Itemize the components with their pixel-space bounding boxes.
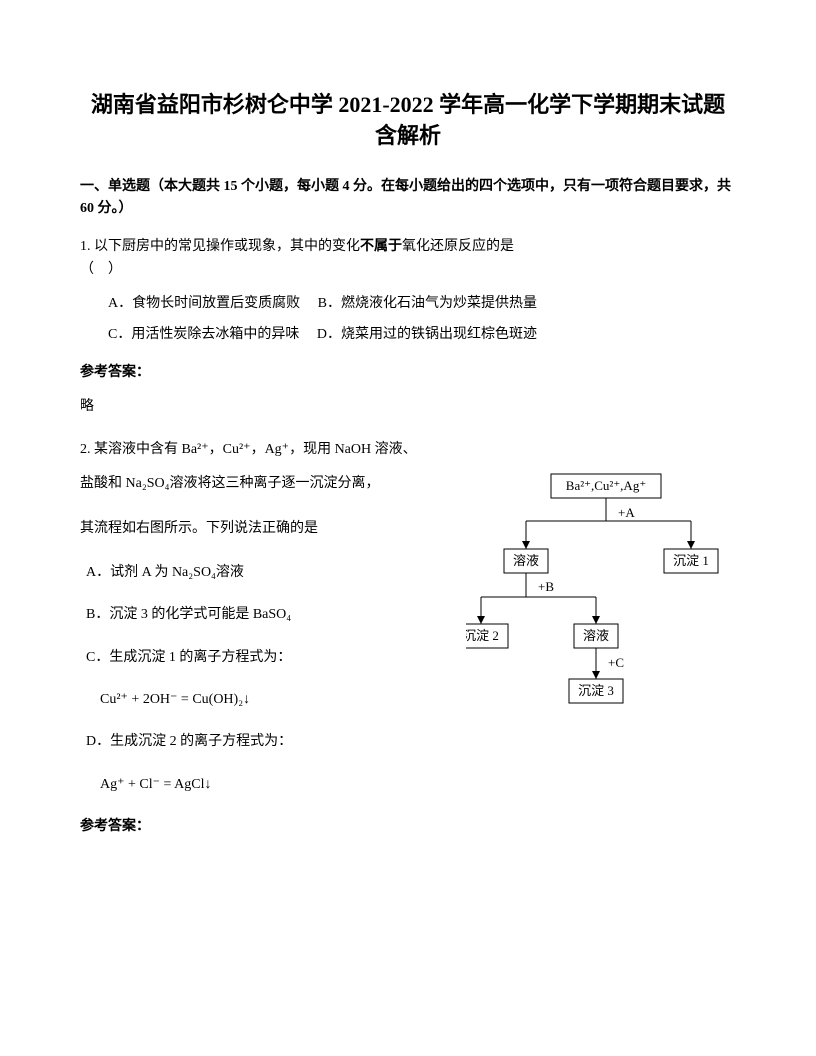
q1-bold: 不属于 bbox=[360, 239, 402, 254]
q2-formula-d: Ag⁺ + Cl⁻ = AgCl↓ bbox=[80, 774, 410, 796]
flowchart-label-c: +C bbox=[608, 655, 624, 670]
q2-answer-label: 参考答案： bbox=[80, 816, 736, 838]
q1-answer: 略 bbox=[80, 396, 736, 418]
question-2: 2. 某溶液中含有 Ba²⁺，Cu²⁺，Ag⁺，现用 NaOH 溶液、 盐酸和 … bbox=[80, 439, 736, 797]
flowchart-precip1-text: 沉淀 1 bbox=[673, 553, 709, 568]
q1-options-row1: A．食物长时间放置后变质腐败 B．燃烧液化石油气为炒菜提供热量 bbox=[80, 293, 736, 315]
flowchart-precip2-text: 沉淀 2 bbox=[466, 628, 499, 643]
q1-blank: （ ） bbox=[80, 259, 736, 281]
q2-option-d: D．生成沉淀 2 的离子方程式为： bbox=[80, 731, 410, 753]
q1-options-row2: C．用活性炭除去冰箱中的异味 D．烧菜用过的铁锅出现红棕色斑迹 bbox=[80, 324, 736, 346]
flowchart-top-text: Ba²⁺,Cu²⁺,Ag⁺ bbox=[566, 478, 646, 493]
question-1: 1. 以下厨房中的常见操作或现象，其中的变化不属于氧化还原反应的是 （ ） A．… bbox=[80, 236, 736, 346]
q2-intro: 2. 某溶液中含有 Ba²⁺，Cu²⁺，Ag⁺，现用 NaOH 溶液、 bbox=[80, 439, 736, 461]
q1-option-c: C．用活性炭除去冰箱中的异味 bbox=[108, 327, 299, 342]
q2-option-b: B．沉淀 3 的化学式可能是 BaSO₄ bbox=[80, 604, 410, 626]
q1-option-d: D．烧菜用过的铁锅出现红棕色斑迹 bbox=[317, 327, 537, 342]
flowchart-solution2-text: 溶液 bbox=[583, 628, 609, 643]
q2-option-a: A．试剂 A 为 Na₂SO₄溶液 bbox=[80, 562, 410, 584]
flowchart-diagram: Ba²⁺,Cu²⁺,Ag⁺ +A 溶液 沉淀 1 +B 沉淀 2 bbox=[466, 469, 746, 729]
q2-formula-c: Cu²⁺ + 2OH⁻ = Cu(OH)₂↓ bbox=[80, 689, 410, 711]
q2-line2: 盐酸和 Na₂SO₄溶液将这三种离子逐一沉淀分离， bbox=[80, 473, 410, 495]
q1-text: 1. 以下厨房中的常见操作或现象，其中的变化不属于氧化还原反应的是 （ ） bbox=[80, 236, 736, 281]
q1-option-b: B．燃烧液化石油气为炒菜提供热量 bbox=[318, 296, 537, 311]
q2-number: 2. bbox=[80, 442, 91, 457]
q1-after: 氧化还原反应的是 bbox=[402, 239, 514, 254]
q2-intro-text: 某溶液中含有 Ba²⁺，Cu²⁺，Ag⁺，现用 NaOH 溶液、 bbox=[94, 442, 417, 457]
flowchart-precip3-text: 沉淀 3 bbox=[578, 683, 614, 698]
q1-before: 以下厨房中的常见操作或现象，其中的变化 bbox=[94, 239, 360, 254]
flowchart-solution1-text: 溶液 bbox=[513, 553, 539, 568]
page-title: 湖南省益阳市杉树仑中学 2021-2022 学年高一化学下学期期末试题含解析 bbox=[80, 90, 736, 152]
q2-line3: 其流程如右图所示。下列说法正确的是 bbox=[80, 518, 410, 540]
q1-number: 1. bbox=[80, 239, 91, 254]
flowchart-label-b: +B bbox=[538, 579, 554, 594]
q2-option-c: C．生成沉淀 1 的离子方程式为： bbox=[80, 647, 410, 669]
flowchart-label-a: +A bbox=[618, 505, 635, 520]
q1-option-a: A．食物长时间放置后变质腐败 bbox=[108, 296, 300, 311]
q1-answer-label: 参考答案： bbox=[80, 362, 736, 384]
section-header: 一、单选题（本大题共 15 个小题，每小题 4 分。在每小题给出的四个选项中，只… bbox=[80, 176, 736, 221]
